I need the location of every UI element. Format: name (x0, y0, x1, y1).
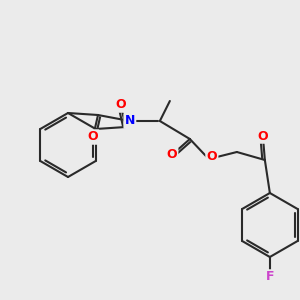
Text: O: O (116, 98, 126, 112)
Text: F: F (266, 271, 274, 284)
Text: O: O (257, 130, 268, 142)
Text: N: N (125, 115, 135, 128)
Text: O: O (167, 148, 177, 161)
Text: O: O (206, 151, 217, 164)
Text: O: O (88, 130, 98, 143)
